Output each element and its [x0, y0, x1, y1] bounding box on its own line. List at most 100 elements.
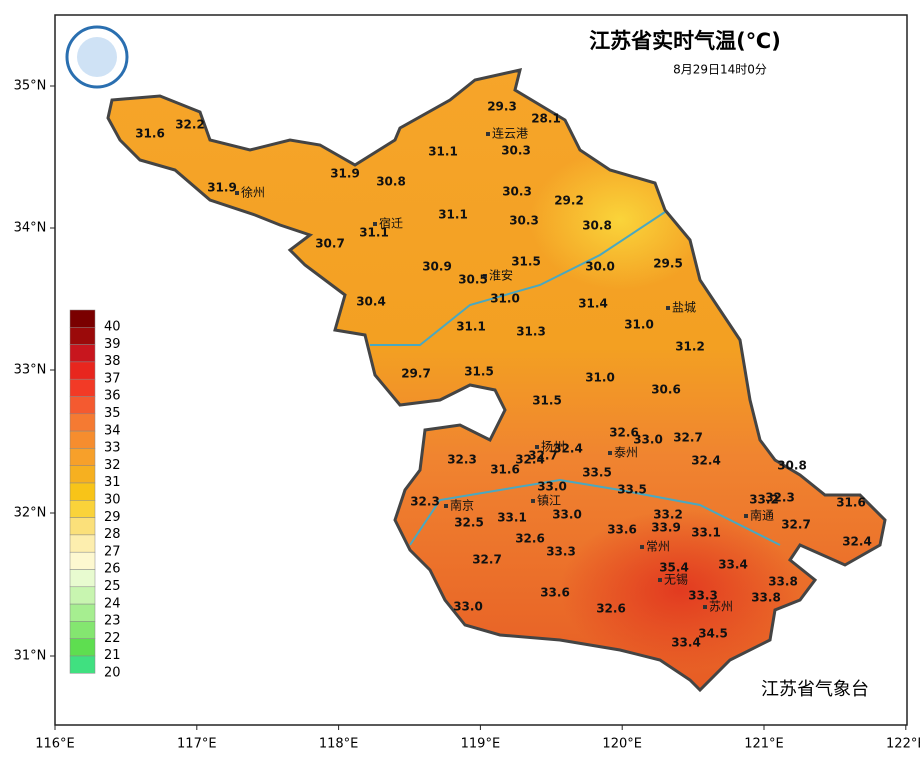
legend-label: 23	[104, 614, 121, 629]
station-temp: 33.0	[552, 508, 582, 522]
station-temp: 33.0	[633, 433, 663, 447]
legend-label: 32	[104, 458, 121, 473]
station-temp: 30.5	[458, 273, 488, 287]
lon-label: 121°E	[744, 737, 784, 752]
station-temp: 30.8	[777, 459, 807, 473]
lon-label: 118°E	[319, 737, 359, 752]
station-temp: 33.1	[497, 511, 527, 525]
city-dot	[373, 222, 377, 226]
station-temp: 33.1	[691, 526, 721, 540]
logo-inner	[77, 37, 117, 77]
lat-label: 31°N	[14, 649, 47, 664]
station-temp: 32.6	[609, 426, 639, 440]
station-temp: 29.7	[401, 367, 431, 381]
city-name: 盐城	[672, 301, 696, 315]
station-temp: 33.3	[688, 589, 718, 603]
station-temp: 30.3	[509, 214, 539, 228]
station-temp: 31.5	[532, 394, 562, 408]
station-temp: 30.3	[501, 144, 531, 158]
lon-label: 116°E	[35, 737, 75, 752]
station-temp: 32.4	[553, 442, 583, 456]
legend-label: 38	[104, 354, 121, 369]
lat-label: 34°N	[14, 221, 47, 236]
station-temp: 33.5	[617, 483, 647, 497]
city-name: 南通	[750, 508, 774, 523]
lon-label: 117°E	[177, 737, 217, 752]
station-temp: 33.8	[751, 591, 781, 605]
station-temp: 31.5	[464, 365, 494, 379]
city-dot	[703, 605, 707, 609]
station-temp: 33.2	[749, 493, 779, 507]
city-dot	[658, 578, 662, 582]
station-temp: 30.0	[585, 260, 615, 274]
city-name: 徐州	[241, 185, 265, 200]
station-temp: 31.1	[359, 226, 389, 240]
station-temp: 32.7	[781, 518, 811, 532]
legend-label: 27	[104, 544, 121, 559]
station-temp: 33.3	[546, 545, 576, 559]
legend-label: 21	[104, 648, 121, 663]
lon-label: 120°E	[602, 737, 642, 752]
station-temp: 32.3	[410, 495, 440, 509]
city-name: 连云港	[492, 126, 528, 141]
station-temp: 31.0	[624, 318, 654, 332]
legend-swatch	[69, 413, 96, 432]
city-dot	[640, 545, 644, 549]
city-name: 泰州	[614, 446, 638, 460]
station-temp: 31.6	[135, 127, 165, 141]
legend-label: 25	[104, 579, 121, 594]
station-temp: 32.3	[447, 453, 477, 467]
legend-label: 34	[104, 423, 121, 438]
legend-swatch	[69, 361, 96, 380]
legend-label: 35	[104, 406, 121, 421]
city-name: 无锡	[664, 572, 688, 587]
station-temp: 31.9	[207, 181, 237, 195]
station-temp: 35.4	[659, 561, 689, 575]
city-name: 苏州	[709, 600, 733, 614]
station-temp: 33.5	[582, 466, 612, 480]
city-dot	[666, 306, 670, 310]
legend-swatch	[69, 500, 96, 518]
legend-swatch	[69, 344, 96, 363]
legend-label: 40	[104, 320, 121, 335]
station-temp: 32.6	[596, 602, 626, 616]
station-temp: 33.0	[453, 600, 483, 614]
legend-swatch	[69, 482, 96, 501]
legend-label: 20	[104, 666, 121, 681]
legend-swatch	[69, 448, 96, 466]
station-temp: 32.4	[691, 454, 721, 468]
legend-swatch	[69, 621, 96, 639]
station-temp: 30.8	[376, 175, 406, 189]
lat-label: 33°N	[14, 363, 47, 378]
station-temp: 30.6	[651, 383, 681, 397]
legend-swatch	[69, 327, 96, 345]
lon-label: 122°E	[886, 737, 920, 752]
station-temp: 30.9	[422, 260, 452, 274]
station-temp: 32.5	[454, 516, 484, 530]
title: 江苏省实时气温(℃)	[589, 29, 781, 53]
layers: 35°N 34°N 33°N 32°N 31°N 116°E 117°E 118°E 119°E…	[14, 79, 920, 752]
legend-label: 31	[104, 475, 121, 490]
legend-swatch	[69, 638, 96, 657]
station-temp: 30.3	[502, 185, 532, 199]
city-dot	[535, 445, 539, 449]
legend-swatch	[69, 603, 96, 622]
city-dot	[235, 191, 239, 195]
lon-label: 119°E	[461, 737, 501, 752]
station-temp: 29.5	[653, 257, 683, 271]
legend-swatch	[69, 517, 96, 536]
station-temp: 30.8	[582, 219, 612, 233]
city-dot	[486, 132, 490, 136]
legend-swatch	[69, 655, 96, 674]
subtitle: 8月29日14时0分	[673, 63, 767, 77]
city-name: 镇江	[537, 494, 561, 508]
legend-label: 26	[104, 562, 121, 577]
legend-swatch	[69, 378, 96, 397]
city-dot	[608, 451, 612, 455]
station-temp: 31.2	[675, 340, 705, 354]
city-dot	[483, 274, 487, 278]
legend-label: 22	[104, 631, 121, 646]
city-name: 淮安	[489, 268, 513, 283]
station-temp: 32.2	[175, 118, 205, 132]
